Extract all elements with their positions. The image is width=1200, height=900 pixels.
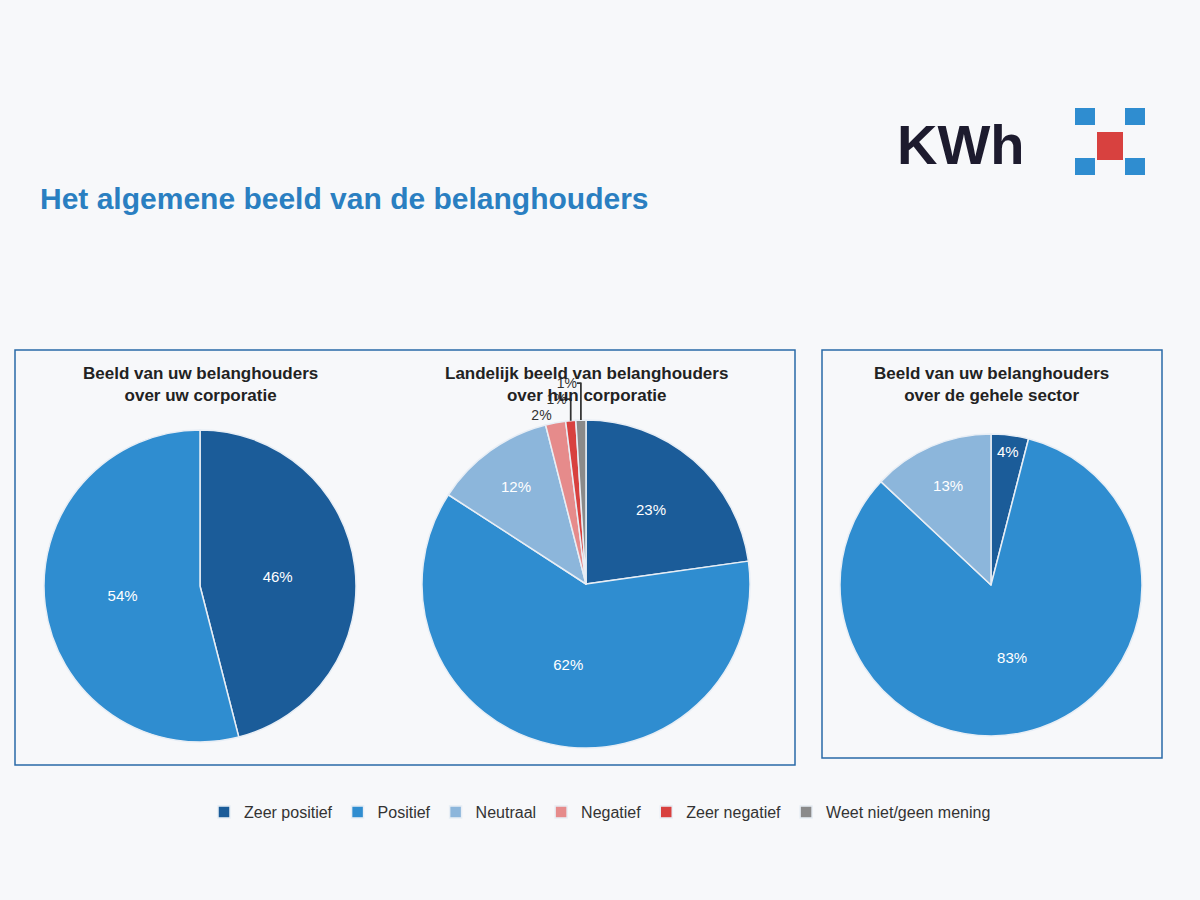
svg-text:1%: 1% — [557, 375, 577, 391]
svg-text:54%: 54% — [108, 587, 138, 604]
svg-text:Beeld van uw belanghoudersover: Beeld van uw belanghoudersover uw corpor… — [83, 364, 318, 405]
svg-text:23%: 23% — [636, 501, 666, 518]
svg-text:Landelijk beeld van belanghoud: Landelijk beeld van belanghoudersover hu… — [445, 364, 728, 405]
svg-text:KWh: KWh — [897, 113, 1025, 176]
svg-text:1%: 1% — [546, 391, 566, 407]
svg-text:Positief: Positief — [378, 804, 431, 821]
svg-text:83%: 83% — [997, 649, 1027, 666]
svg-text:Het algemene beeld van de bela: Het algemene beeld van de belanghouders — [40, 182, 649, 215]
svg-text:62%: 62% — [553, 656, 583, 673]
svg-text:Beeld van uw belanghoudersover: Beeld van uw belanghoudersover de gehele… — [874, 364, 1109, 405]
svg-text:12%: 12% — [501, 478, 531, 495]
svg-text:4%: 4% — [997, 443, 1019, 460]
svg-text:Zeer positief: Zeer positief — [244, 804, 333, 821]
svg-text:46%: 46% — [263, 568, 293, 585]
svg-text:Negatief: Negatief — [581, 804, 641, 821]
svg-text:2%: 2% — [531, 407, 551, 423]
svg-text:Weet niet/geen mening: Weet niet/geen mening — [826, 804, 990, 821]
svg-text:Neutraal: Neutraal — [476, 804, 536, 821]
svg-text:13%: 13% — [933, 477, 963, 494]
svg-text:Zeer negatief: Zeer negatief — [686, 804, 781, 821]
